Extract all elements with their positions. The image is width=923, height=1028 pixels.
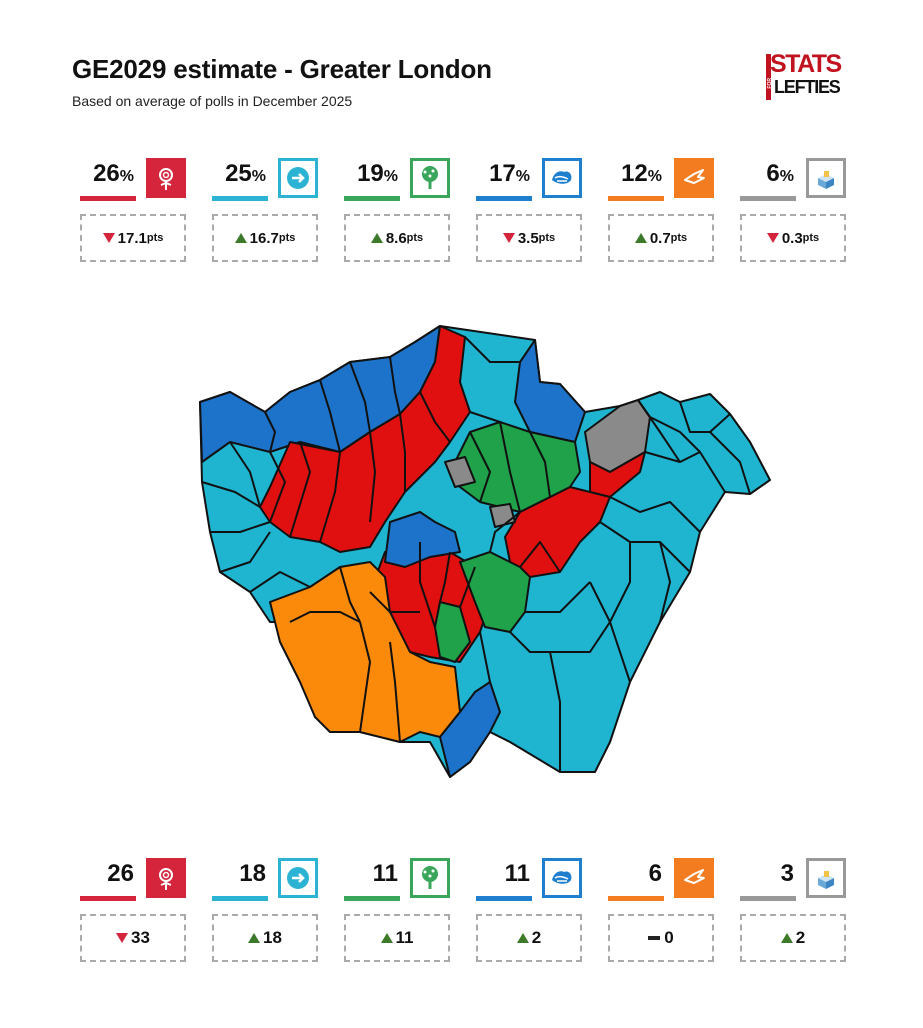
- seat-tile-other: 3 2: [740, 858, 846, 968]
- logo-bar: [766, 54, 771, 100]
- down-arrow-icon: [766, 233, 779, 243]
- seat-tile-green: 11 11: [344, 858, 450, 968]
- map-boundaries: [201, 336, 751, 772]
- party-underline: [608, 896, 664, 901]
- vote-share-value: 12%: [621, 160, 662, 187]
- ballot-box-icon: [806, 158, 846, 198]
- party-underline: [476, 896, 532, 901]
- up-arrow-icon: [780, 933, 793, 943]
- reform-arrow-icon: [278, 158, 318, 198]
- seat-tile-libdem: 6 0: [608, 858, 714, 968]
- vote-share-value: 26%: [93, 160, 134, 187]
- seats-row: 26 33 18 18 11 11 11 2 6 0: [80, 858, 850, 968]
- party-underline: [212, 896, 268, 901]
- seat-tile-labour: 26 33: [80, 858, 186, 968]
- seat-change-box: 2: [740, 914, 846, 962]
- party-underline: [80, 196, 136, 201]
- vote-change-box: 3.5 pts: [476, 214, 582, 262]
- vote-share-value: 17%: [489, 160, 530, 187]
- seat-change-box: 2: [476, 914, 582, 962]
- party-underline: [212, 196, 268, 201]
- green-tree-icon: [410, 158, 450, 198]
- up-arrow-icon: [370, 233, 383, 243]
- up-arrow-icon: [234, 233, 247, 243]
- conservative-tree-icon: [542, 858, 582, 898]
- down-arrow-icon: [502, 233, 515, 243]
- down-arrow-icon: [102, 233, 115, 243]
- ballot-box-icon: [806, 858, 846, 898]
- labour-rose-icon: [146, 158, 186, 198]
- seat-count-value: 18: [239, 860, 266, 887]
- up-arrow-icon: [516, 933, 529, 943]
- vote-tile-labour: 26% 17.1 pts: [80, 158, 186, 268]
- seat-tile-conservative: 11 2: [476, 858, 582, 968]
- map-region-south-blue: [439, 681, 501, 778]
- vote-share-row: 26% 17.1 pts 25% 16.7 pts 19% 8.6 pts 17% 3…: [80, 158, 850, 268]
- vote-tile-other: 6% 0.3 pts: [740, 158, 846, 268]
- seat-change-box: 0: [608, 914, 714, 962]
- vote-change-box: 17.1 pts: [80, 214, 186, 262]
- party-underline: [476, 196, 532, 201]
- libdem-bird-icon: [674, 158, 714, 198]
- party-underline: [344, 196, 400, 201]
- party-underline: [740, 896, 796, 901]
- london-constituency-map: [199, 325, 771, 778]
- vote-change-box: 0.3 pts: [740, 214, 846, 262]
- seat-tile-reform: 18 18: [212, 858, 318, 968]
- vote-tile-reform: 25% 16.7 pts: [212, 158, 318, 268]
- party-underline: [608, 196, 664, 201]
- page-title: GE2029 estimate - Greater London: [72, 54, 492, 84]
- seat-count-value: 26: [107, 860, 134, 887]
- vote-tile-green: 19% 8.6 pts: [344, 158, 450, 268]
- map-region-central-red: [259, 325, 471, 553]
- map-region-grey-small: [444, 456, 476, 488]
- party-underline: [80, 896, 136, 901]
- seat-count-value: 3: [780, 860, 794, 887]
- party-underline: [344, 896, 400, 901]
- seat-change-box: 11: [344, 914, 450, 962]
- seat-change-box: 33: [80, 914, 186, 962]
- seat-count-value: 11: [372, 860, 398, 887]
- vote-change-box: 8.6 pts: [344, 214, 450, 262]
- up-arrow-icon: [634, 233, 647, 243]
- vote-tile-libdem: 12% 0.7 pts: [608, 158, 714, 268]
- vote-change-box: 0.7 pts: [608, 214, 714, 262]
- reform-arrow-icon: [278, 858, 318, 898]
- down-arrow-icon: [116, 933, 129, 943]
- seat-count-value: 6: [648, 860, 662, 887]
- logo-for: FOR: [767, 78, 773, 89]
- stats-for-lefties-logo: FOR STATS LEFTIES: [764, 50, 844, 106]
- vote-share-value: 25%: [225, 160, 266, 187]
- page-subtitle: Based on average of polls in December 20…: [72, 93, 353, 109]
- map-region-central-blue: [384, 511, 461, 568]
- vote-share-value: 19%: [357, 160, 398, 187]
- libdem-bird-icon: [674, 858, 714, 898]
- labour-rose-icon: [146, 858, 186, 898]
- party-underline: [740, 196, 796, 201]
- green-tree-icon: [410, 858, 450, 898]
- up-arrow-icon: [248, 933, 261, 943]
- seat-count-value: 11: [504, 860, 530, 887]
- logo-stats: STATS: [770, 50, 842, 78]
- logo-lefties: LEFTIES: [774, 77, 841, 97]
- up-arrow-icon: [380, 933, 393, 943]
- conservative-tree-icon: [542, 158, 582, 198]
- vote-tile-conservative: 17% 3.5 pts: [476, 158, 582, 268]
- seat-change-box: 18: [212, 914, 318, 962]
- no-change-icon: [648, 936, 661, 940]
- vote-share-value: 6%: [766, 160, 794, 187]
- vote-change-box: 16.7 pts: [212, 214, 318, 262]
- map-region-grey-center: [489, 503, 516, 528]
